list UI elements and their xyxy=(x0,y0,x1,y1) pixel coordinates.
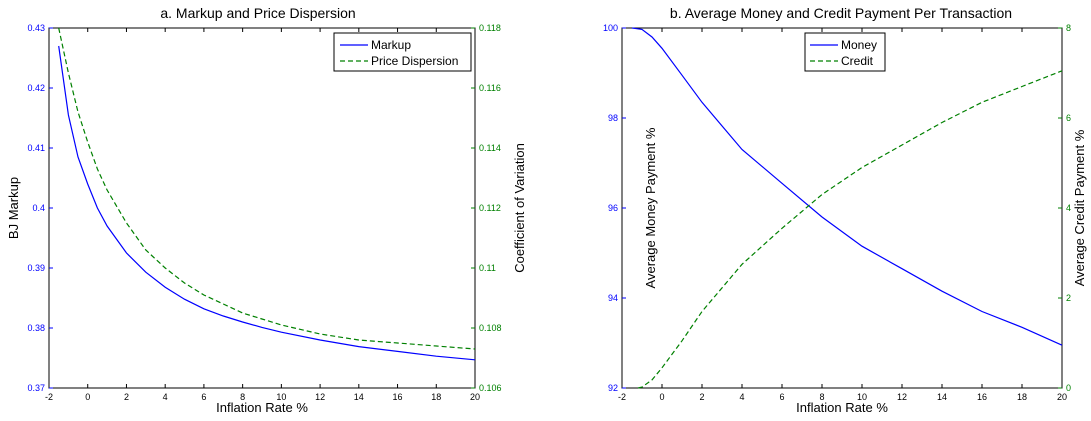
panel-b: b. Average Money and Credit Payment Per … xyxy=(603,5,1087,415)
panel-a-legend-dispersion-label: Price Dispersion xyxy=(371,54,458,68)
y-tick-label: 0.41 xyxy=(27,143,45,153)
x-tick-label: 6 xyxy=(779,392,784,402)
y-right-tick-label: 0.108 xyxy=(479,323,502,333)
panel-b-y-label-right: Average Credit Payment % xyxy=(1072,129,1087,286)
panel-b-legend: Money Credit xyxy=(804,32,886,72)
x-tick-label: 4 xyxy=(163,392,168,402)
y-tick-label: 96 xyxy=(608,203,618,213)
x-tick-label: -2 xyxy=(618,392,626,402)
x-tick-label: -2 xyxy=(45,392,53,402)
panel-b-y-ticks-right: 0 2 4 6 8 xyxy=(1058,23,1071,393)
x-tick-label: 8 xyxy=(240,392,245,402)
series-line-credit xyxy=(637,70,1063,389)
panel-a-plot-area xyxy=(48,27,476,389)
panel-b-plot-area xyxy=(621,27,1063,389)
y-right-tick-label: 0 xyxy=(1066,383,1071,393)
y-right-tick-label: 8 xyxy=(1066,23,1071,33)
x-tick-label: 18 xyxy=(1017,392,1027,402)
panel-a-legend-box xyxy=(333,32,472,72)
panel-a-x-label: Inflation Rate % xyxy=(216,400,308,415)
series-line-money xyxy=(631,27,1063,346)
y-right-tick-label: 0.11 xyxy=(479,263,496,273)
panel-b-lines xyxy=(631,27,1063,389)
panel-a-y-ticks-right: 0.106 0.108 0.11 0.112 0.114 0.116 0.118 xyxy=(471,23,502,393)
x-tick-label: 20 xyxy=(1057,392,1067,402)
panel-a-legend: Markup Price Dispersion xyxy=(333,32,472,72)
panel-a-y-label-right: Coefficient of Variation xyxy=(512,143,527,273)
y-tick-label: 0.39 xyxy=(27,263,45,273)
panel-b-legend-credit-label: Credit xyxy=(841,54,874,68)
x-tick-label: 12 xyxy=(897,392,907,402)
x-tick-label: 0 xyxy=(659,392,664,402)
x-tick-label: 12 xyxy=(315,392,325,402)
y-tick-label: 94 xyxy=(608,293,618,303)
x-tick-label: 16 xyxy=(977,392,987,402)
x-tick-label: 16 xyxy=(393,392,403,402)
y-tick-label: 92 xyxy=(608,383,618,393)
y-tick-label: 0.4 xyxy=(32,203,45,213)
panel-a: a. Markup and Price Dispersion -2 0 2 4 6 8 10… xyxy=(6,5,527,415)
panel-a-y-label: BJ Markup xyxy=(6,177,21,239)
y-right-tick-label: 0.114 xyxy=(479,143,501,153)
y-right-tick-label: 0.116 xyxy=(479,83,501,93)
y-right-tick-label: 2 xyxy=(1066,293,1071,303)
panel-a-lines xyxy=(58,27,476,361)
y-tick-label: 0.43 xyxy=(27,23,45,33)
x-tick-label: 10 xyxy=(857,392,867,402)
x-tick-label: 14 xyxy=(937,392,947,402)
x-tick-label: 20 xyxy=(470,392,480,402)
x-tick-label: 0 xyxy=(85,392,90,402)
panel-b-title: b. Average Money and Credit Payment Per … xyxy=(670,5,1012,21)
x-tick-label: 6 xyxy=(201,392,206,402)
panel-b-y-ticks: 92 94 96 98 100 xyxy=(603,23,626,393)
y-tick-label: 98 xyxy=(608,113,618,123)
y-right-tick-label: 0.112 xyxy=(479,203,501,213)
y-right-tick-label: 0.118 xyxy=(479,23,501,33)
panel-a-x-ticks: -2 0 2 4 6 8 10 12 14 16 18 20 xyxy=(45,28,480,402)
x-tick-label: 2 xyxy=(124,392,129,402)
y-right-tick-label: 6 xyxy=(1066,113,1071,123)
y-right-tick-label: 0.106 xyxy=(479,383,502,393)
panel-b-legend-box xyxy=(804,32,886,72)
x-tick-label: 10 xyxy=(276,392,286,402)
y-tick-label: 100 xyxy=(603,23,618,33)
y-tick-label: 0.38 xyxy=(27,323,45,333)
panel-b-x-ticks: -2 0 2 4 6 8 10 12 14 16 18 20 xyxy=(618,28,1067,402)
x-tick-label: 4 xyxy=(739,392,744,402)
series-line-price-dispersion xyxy=(58,27,476,350)
panel-b-y-label: Average Money Payment % xyxy=(643,127,658,288)
panel-b-legend-money-label: Money xyxy=(841,38,877,52)
x-tick-label: 14 xyxy=(354,392,364,402)
x-tick-label: 8 xyxy=(819,392,824,402)
y-tick-label: 0.42 xyxy=(27,83,45,93)
panel-a-y-ticks: 0.37 0.38 0.39 0.4 0.41 0.42 0.43 xyxy=(27,23,53,393)
y-right-tick-label: 4 xyxy=(1066,203,1071,213)
x-tick-label: 18 xyxy=(431,392,441,402)
series-line-markup xyxy=(58,45,476,361)
panel-a-title: a. Markup and Price Dispersion xyxy=(160,5,355,21)
panel-a-legend-markup-label: Markup xyxy=(371,38,411,52)
x-tick-label: 2 xyxy=(699,392,704,402)
y-tick-label: 0.37 xyxy=(27,383,45,393)
panel-b-x-label: Inflation Rate % xyxy=(796,400,888,415)
